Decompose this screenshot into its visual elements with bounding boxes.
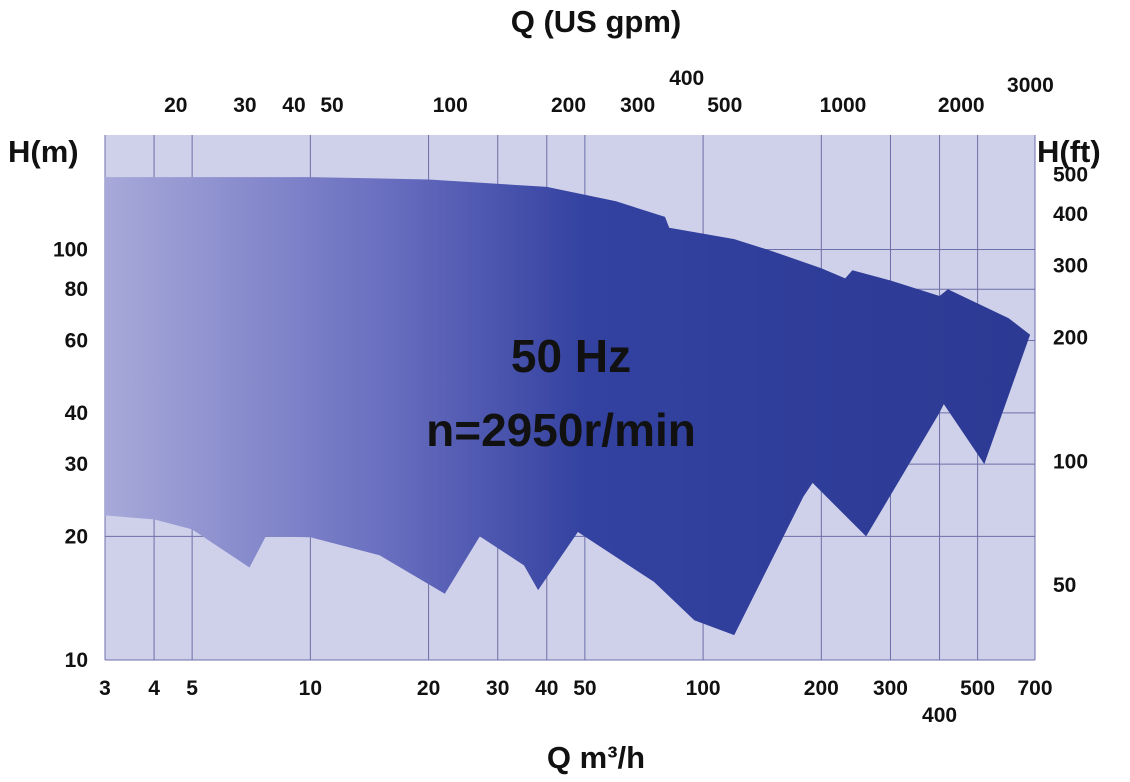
y-tick-label: 10 <box>65 649 88 672</box>
x-tick-label: 300 <box>873 677 908 700</box>
y-tick-label: 30 <box>65 453 88 476</box>
x2-tick-label: 400 <box>669 67 704 90</box>
x2-tick-label: 20 <box>164 94 187 117</box>
x-tick-label: 30 <box>486 677 509 700</box>
y2-tick-label: 500 <box>1053 163 1088 186</box>
x-tick-label: 20 <box>417 677 440 700</box>
y2-tick-label: 100 <box>1053 450 1088 473</box>
x2-tick-label: 200 <box>551 94 586 117</box>
y-axis-title: H(m) <box>8 134 79 169</box>
x-tick-label: 400 <box>922 704 957 727</box>
y-tick-label: 20 <box>65 525 88 548</box>
coverage-area <box>105 177 1031 636</box>
x-tick-label: 3 <box>99 677 111 700</box>
x-tick-label: 500 <box>960 677 995 700</box>
x2-tick-label: 1000 <box>820 94 867 117</box>
y-tick-label: 100 <box>53 238 88 261</box>
x2-tick-label: 3000 <box>1007 74 1054 97</box>
y2-axis-ticks: 50 100 200 300 400 500 <box>1053 163 1088 597</box>
frequency-label: 50 Hz <box>511 330 631 382</box>
x-tick-label: 10 <box>299 677 322 700</box>
x2-tick-label: 2000 <box>938 94 985 117</box>
x-tick-label: 5 <box>186 677 198 700</box>
y-tick-label: 40 <box>65 402 88 425</box>
x-tick-label: 700 <box>1017 677 1052 700</box>
x2-tick-label: 50 <box>320 94 343 117</box>
x2-tick-label: 100 <box>433 94 468 117</box>
x2-axis-title: Q (US gpm) <box>511 4 682 39</box>
y-tick-label: 80 <box>65 278 88 301</box>
x-tick-label: 200 <box>804 677 839 700</box>
x2-tick-label: 500 <box>707 94 742 117</box>
y2-tick-label: 300 <box>1053 254 1088 277</box>
y2-tick-label: 50 <box>1053 574 1076 597</box>
x-tick-label: 50 <box>573 677 596 700</box>
x-tick-label: 4 <box>148 677 160 700</box>
x2-tick-label: 30 <box>233 94 256 117</box>
speed-label: n=2950r/min <box>426 404 696 456</box>
y2-tick-label: 400 <box>1053 203 1088 226</box>
x-tick-label: 40 <box>535 677 558 700</box>
x-tick-label: 100 <box>686 677 721 700</box>
y-tick-label: 60 <box>65 330 88 353</box>
y2-axis-title: H(ft) <box>1037 134 1101 169</box>
x-axis-title: Q m³/h <box>547 740 645 775</box>
y2-tick-label: 200 <box>1053 327 1088 350</box>
y-axis-ticks: 10 20 30 40 60 80 100 <box>53 238 88 672</box>
x2-tick-label: 40 <box>282 94 305 117</box>
x2-tick-label: 300 <box>620 94 655 117</box>
